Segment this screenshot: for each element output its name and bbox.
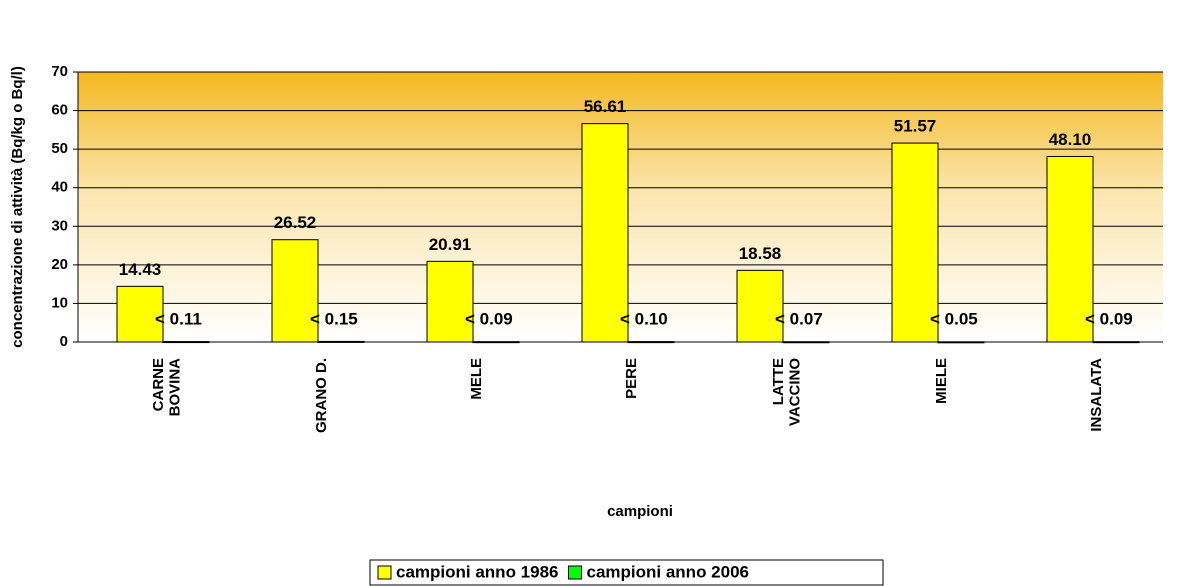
bar: [782, 341, 830, 344]
bar: [162, 341, 210, 344]
bar: [937, 341, 985, 344]
x-tick-label: LATTEVACCINO: [770, 358, 804, 426]
x-tick-label: MELE: [468, 358, 485, 400]
x-tick-label: CARNEBOVINA: [150, 358, 184, 417]
data-label: < 0.07: [775, 309, 823, 328]
legend-swatch: [377, 565, 392, 580]
y-tick-label: 10: [51, 294, 68, 311]
bar: [891, 142, 939, 343]
data-label: < 0.11: [155, 309, 202, 328]
y-tick-label: 60: [51, 102, 68, 119]
data-label: 51.57: [894, 117, 937, 136]
x-tick-label: MIELE: [933, 358, 950, 404]
bar: [736, 269, 784, 343]
y-tick-label: 30: [51, 217, 68, 234]
data-label: < 0.09: [465, 309, 513, 328]
y-axis-label: concentrazione di attività (Bq/kg o Bq/l…: [9, 66, 26, 348]
y-tick-label: 50: [51, 140, 68, 157]
legend-box: [369, 559, 884, 586]
data-label: < 0.05: [930, 309, 978, 328]
data-label: 26.52: [274, 213, 317, 232]
legend-label: campioni anno 1986: [396, 562, 559, 581]
data-label: 14.43: [119, 260, 162, 279]
data-label: 18.58: [739, 244, 782, 263]
bar: [271, 239, 319, 343]
data-label: < 0.10: [620, 309, 668, 328]
data-label: 48.10: [1049, 130, 1092, 149]
y-tick-label: 40: [51, 179, 68, 196]
y-tick-label: 0: [60, 333, 68, 350]
x-tick-label: GRANO D.: [313, 358, 330, 433]
bar: [317, 340, 365, 343]
data-label: < 0.15: [310, 309, 358, 328]
bar: [116, 285, 164, 343]
x-tick-label: INSALATA: [1088, 358, 1105, 432]
bar: [426, 260, 474, 343]
y-tick-label: 20: [51, 256, 68, 273]
bar: [472, 341, 520, 344]
bar: [627, 341, 675, 344]
x-axis-label: campioni: [607, 503, 673, 520]
bar: [1092, 341, 1140, 344]
x-tick-label: PERE: [623, 358, 640, 399]
data-label: 20.91: [429, 235, 472, 254]
data-label: 56.61: [584, 97, 627, 116]
bar: [1046, 155, 1094, 343]
legend-swatch: [568, 565, 582, 580]
legend-label: campioni anno 2006: [587, 562, 750, 581]
y-tick-label: 70: [51, 63, 68, 80]
data-label: < 0.09: [1085, 309, 1133, 328]
bar: [581, 123, 629, 343]
